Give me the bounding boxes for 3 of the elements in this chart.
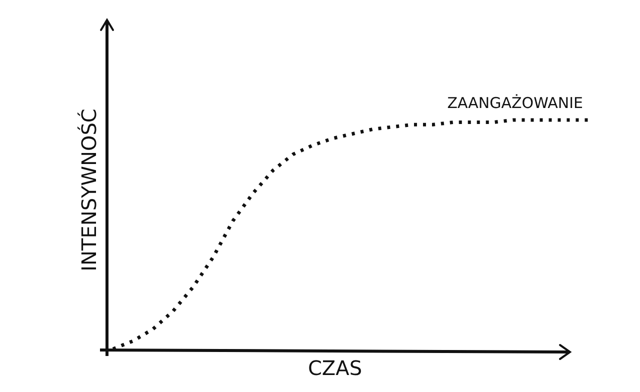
x-axis-title: CZAS xyxy=(308,356,362,380)
series-label: ZAANGAŻOWANIE xyxy=(447,94,583,112)
y-axis-title: INTENSYWNOŚĆ xyxy=(77,108,101,272)
